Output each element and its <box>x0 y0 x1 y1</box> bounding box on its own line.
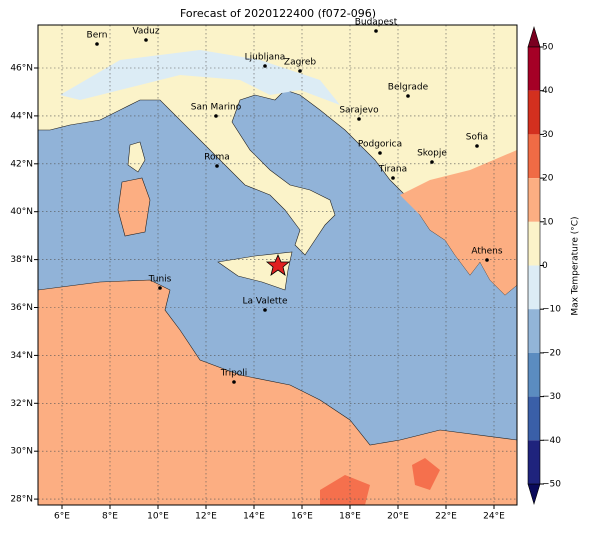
x-tick-label: 14°E <box>243 512 265 522</box>
city-label: Skopje <box>417 149 447 159</box>
city-dot <box>374 29 378 33</box>
colorbar-tick-label: −40 <box>542 436 561 446</box>
colorbar-tick-label: 40 <box>542 86 554 96</box>
city-label: Athens <box>471 247 502 257</box>
hot-patch <box>320 475 370 505</box>
city-label: Budapest <box>355 18 398 28</box>
x-tick-label: 24°E <box>483 512 505 522</box>
city-label: San Marino <box>191 103 242 113</box>
x-tick-label: 22°E <box>435 512 457 522</box>
city-dot <box>430 160 434 164</box>
city-dot <box>357 117 361 121</box>
colorbar-tick-label: 0 <box>542 261 548 271</box>
city-dot <box>391 176 395 180</box>
colorbar-segment <box>528 134 540 179</box>
city-label: Ljubljana <box>245 53 286 63</box>
x-tick-label: 6°E <box>54 512 70 522</box>
city-dot <box>144 38 148 42</box>
city-dot <box>215 164 219 168</box>
y-tick-label: 30°N <box>10 447 33 457</box>
colorbar-arrow <box>527 25 541 48</box>
city-dot <box>475 144 479 148</box>
x-tick-label: 8°E <box>102 512 118 522</box>
y-tick-label: 42°N <box>10 159 33 169</box>
city-dot <box>232 380 236 384</box>
colorbar-segment <box>528 178 540 222</box>
y-tick-label: 40°N <box>10 207 33 217</box>
colorbar-segment <box>528 352 540 397</box>
alps-cold <box>60 50 340 105</box>
colorbar-segment <box>528 396 540 441</box>
x-tick-label: 12°E <box>195 512 217 522</box>
colorbar-segment <box>528 265 540 310</box>
city-dot <box>378 151 382 155</box>
colorbar-segment <box>528 309 540 353</box>
city-label: Sofia <box>466 133 488 143</box>
city-dot <box>95 42 99 46</box>
city-dot <box>214 114 218 118</box>
colorbar-arrow <box>527 483 541 506</box>
y-tick-label: 32°N <box>10 399 33 409</box>
city-label: Roma <box>204 153 230 163</box>
x-tick-label: 10°E <box>147 512 169 522</box>
event-star <box>265 253 291 276</box>
colorbar-segment <box>528 440 540 484</box>
colorbar-tick-label: −30 <box>542 392 561 402</box>
map <box>38 25 517 505</box>
city-label: Vaduz <box>132 27 159 37</box>
corsica <box>127 141 146 173</box>
x-tick-label: 18°E <box>339 512 361 522</box>
city-dot <box>485 258 489 262</box>
city-label: Tunis <box>148 275 172 285</box>
colorbar-segment <box>528 47 540 91</box>
colorbar-tick-label: −10 <box>542 305 561 315</box>
y-tick-label: 46°N <box>10 64 33 74</box>
colorbar-segment <box>528 221 540 266</box>
sicily <box>217 251 293 291</box>
hot-patch <box>412 458 440 490</box>
city-dot <box>406 94 410 98</box>
x-tick-label: 16°E <box>291 512 313 522</box>
sardinia <box>117 177 151 237</box>
africa-land <box>38 279 517 505</box>
city-label: Sarajevo <box>339 106 379 116</box>
city-label: Bern <box>87 31 108 41</box>
x-tick-label: 20°E <box>387 512 409 522</box>
colorbar-segment <box>528 90 540 135</box>
colorbar-tick-label: 10 <box>542 217 554 227</box>
city-label: Tirana <box>378 165 407 175</box>
colorbar-tick-label: 50 <box>542 43 554 53</box>
city-label: La Valette <box>243 297 288 307</box>
y-tick-label: 44°N <box>10 111 33 121</box>
colorbar-tick-label: 30 <box>542 130 554 140</box>
title: Forecast of 2020122400 (f072-096) <box>180 7 376 20</box>
colorbar-tick-label: −50 <box>542 480 561 490</box>
city-dot <box>263 64 267 68</box>
colorbar-label: Max Temperature (°C) <box>571 216 581 315</box>
colorbar-tick-label: 20 <box>542 174 554 184</box>
y-tick-label: 38°N <box>10 255 33 265</box>
city-label: Zagreb <box>284 58 316 68</box>
map-frame <box>37 24 518 506</box>
city-label: Belgrade <box>388 83 429 93</box>
city-dot <box>298 69 302 73</box>
y-tick-label: 34°N <box>10 351 33 361</box>
city-dot <box>263 308 267 312</box>
y-tick-label: 28°N <box>10 495 33 505</box>
city-label: Tripoli <box>220 369 248 379</box>
city-dot <box>158 286 162 290</box>
city-label: Podgorica <box>358 140 402 150</box>
colorbar-tick-label: −20 <box>542 348 561 358</box>
y-tick-label: 36°N <box>10 303 33 313</box>
